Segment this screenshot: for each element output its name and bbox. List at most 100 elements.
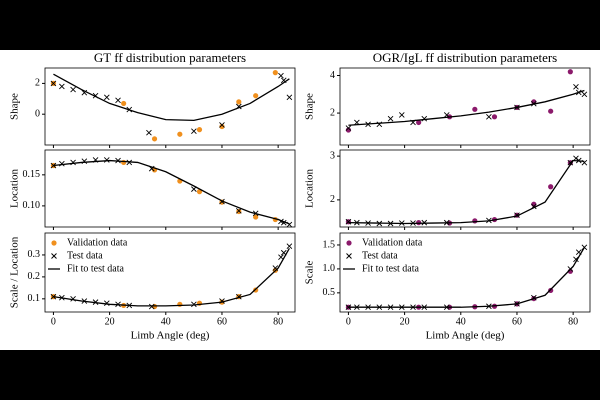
test-point [219,122,225,128]
y-axis-label: Location [9,168,21,208]
test-point [286,243,293,249]
legend-marker [51,240,57,246]
fit-line [348,159,585,225]
validation-point [548,108,554,114]
test-point [236,208,242,214]
figure-area [0,50,600,350]
test-point [81,89,88,96]
test-point [421,115,428,122]
test-point [345,218,352,225]
test-point [50,80,57,87]
y-axis-label: Location [304,168,316,208]
y-axis-label: Shape [9,93,21,120]
y-tick-label: 1.0 [323,263,336,274]
legend-label: Fit to test data [362,263,420,274]
legend-label: Validation data [362,237,423,248]
axes-frame [44,67,296,146]
axes-frame [339,232,591,313]
x-tick-label: 60 [217,316,227,327]
test-point [387,115,394,122]
y-tick-label: 2 [330,194,335,205]
validation-point [567,69,573,75]
y-tick-label: 0 [35,108,40,119]
x-tick-label: 40 [161,316,171,327]
x-tick-label: 20 [400,316,410,327]
x-tick-label: 60 [512,316,522,327]
fit-line [53,248,290,307]
panel-title: OGR/IgL ff distribution parameters [373,50,558,65]
validation-point [472,106,478,112]
validation-point [416,119,422,126]
validation-point [472,218,478,224]
axes-frame [44,232,296,313]
y-axis-label: Shape [304,93,316,120]
test-point [146,129,152,136]
axes-frame [339,67,591,146]
x-tick-label: 80 [568,316,578,327]
y-tick-label: 0.2 [28,271,41,282]
x-tick-label: 20 [105,316,115,327]
legend-label: Fit to test data [67,263,125,274]
validation-point [177,301,183,307]
validation-point [121,100,127,107]
y-tick-label: 2 [35,78,40,89]
validation-point [177,131,183,137]
validation-point [345,127,352,133]
test-point [278,254,284,260]
test-point [191,128,197,134]
test-point [70,86,76,93]
test-point [59,83,65,90]
y-tick-label: 1.5 [323,239,336,250]
fit-line [348,247,585,308]
y-axis-label: Scale [304,260,316,284]
validation-point [236,99,242,105]
fit-line [53,159,290,225]
x-axis-label: Limb Angle (deg) [426,330,505,342]
legend-marker [346,253,352,259]
fit-line [348,89,585,126]
validation-point [219,123,225,130]
validation-point [548,184,554,190]
test-point [573,83,579,90]
legend-marker [346,240,352,246]
x-tick-label: 0 [346,316,351,327]
legend-label: Validation data [67,237,128,248]
x-axis-label: Limb Angle (deg) [131,330,210,342]
y-tick-label: 3 [330,150,335,161]
test-point [191,301,197,308]
test-point [148,303,155,310]
test-point [398,112,405,118]
test-point [581,91,588,98]
test-point [345,125,352,131]
y-tick-label: 4 [330,70,335,81]
validation-point [196,127,203,133]
test-point [103,94,110,101]
test-point [103,300,110,307]
test-point [286,94,293,101]
validation-point [253,93,259,99]
validation-point [491,114,498,120]
test-point [567,159,574,166]
y-tick-label: 2 [330,107,335,118]
y-tick-label: 0.5 [323,287,336,298]
validation-point [253,214,259,220]
y-tick-label: 0.10 [23,200,41,211]
panel-title: GT ff distribution parameters [94,50,246,65]
x-tick-label: 40 [456,316,466,327]
y-tick-label: 0.3 [28,249,41,260]
y-tick-label: 0.15 [23,169,41,180]
validation-point [121,159,127,166]
test-point [103,157,110,163]
validation-point [151,136,158,142]
y-axis-label: Scale / Location [9,236,21,308]
validation-point [531,99,537,105]
legend-label: Test data [362,250,398,261]
x-tick-label: 0 [51,316,56,327]
legend-marker [51,253,57,259]
fit-line [53,73,290,122]
test-point [278,72,284,79]
test-point [115,97,121,104]
test-point [486,114,492,120]
validation-point [151,303,158,310]
